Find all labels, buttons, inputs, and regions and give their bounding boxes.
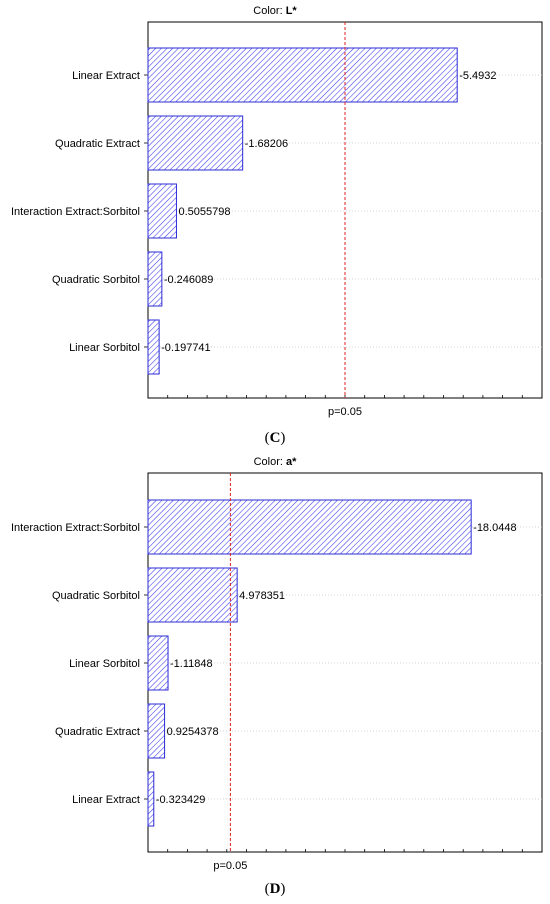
bar-value-label: 0.9254378 — [167, 726, 219, 738]
bar-value-label: -1.11848 — [170, 658, 213, 670]
significance-label: p=0.05 — [328, 406, 362, 418]
bar — [147, 567, 238, 623]
chart-title-variable: a* — [286, 456, 297, 468]
bar-value-label: -1.68206 — [245, 138, 288, 150]
bar — [147, 251, 163, 307]
category-label: Interaction Extract:Sorbitol — [11, 522, 140, 534]
bar-value-label: -0.246089 — [164, 274, 214, 286]
category-label: Linear Sorbitol — [69, 658, 140, 670]
bar-value-label: -0.197741 — [161, 342, 211, 354]
chart-panel-c: Color: L* Linear Extract -5.4932 Quadratic … — [11, 5, 543, 446]
bar-value-label: -0.323429 — [156, 794, 206, 806]
bar-value-label: 4.978351 — [239, 590, 285, 602]
bar — [147, 635, 169, 691]
bar-value-label: -18.0448 — [473, 522, 516, 534]
bar — [147, 703, 166, 759]
category-label: Linear Extract — [72, 794, 140, 806]
bar — [147, 115, 244, 171]
category-label: Interaction Extract:Sorbitol — [11, 206, 140, 218]
bar — [147, 499, 472, 555]
chart-title: Color: a* — [254, 456, 298, 468]
bar — [147, 183, 177, 239]
chart-title-prefix: Color: — [254, 456, 286, 468]
category-label: Quadratic Sorbitol — [52, 274, 140, 286]
category-label: Quadratic Sorbitol — [52, 590, 140, 602]
panel-label: (D) — [265, 881, 286, 897]
bar — [147, 47, 458, 103]
bar-value-label: 0.5055798 — [178, 206, 230, 218]
category-label: Quadratic Extract — [55, 138, 140, 150]
chart-title-variable: L* — [286, 5, 298, 17]
chart-title: Color: L* — [253, 5, 297, 17]
panel-label: (C) — [265, 430, 286, 446]
bar — [147, 771, 155, 827]
chart-title-prefix: Color: — [253, 5, 285, 17]
bar — [147, 319, 160, 375]
significance-label: p=0.05 — [213, 860, 247, 872]
category-label: Quadratic Extract — [55, 726, 140, 738]
category-label: Linear Extract — [72, 70, 140, 82]
chart-panel-d: Color: a* Interaction Extract:Sorbitol -18… — [11, 456, 543, 897]
category-label: Linear Sorbitol — [69, 342, 140, 354]
bar-value-label: -5.4932 — [459, 70, 496, 82]
